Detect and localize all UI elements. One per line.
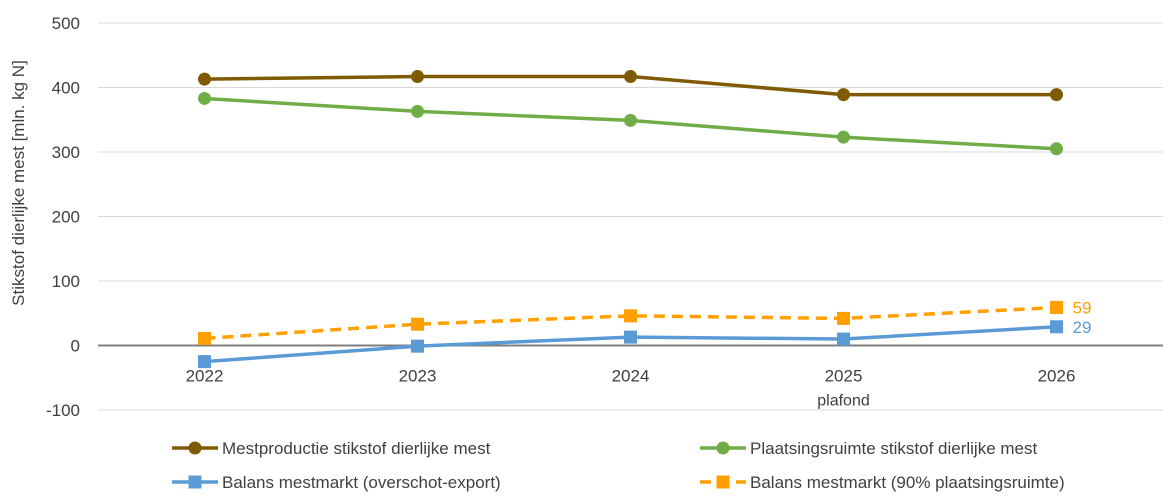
data-label: 29 bbox=[1073, 318, 1092, 337]
legend-item: Balans mestmarkt (overschot-export) bbox=[172, 473, 501, 492]
series-0 bbox=[198, 70, 1063, 102]
x-tick-label: 2023 bbox=[399, 367, 437, 386]
series-line bbox=[204, 305, 1057, 341]
y-tick-label: 100 bbox=[52, 272, 80, 291]
series-2: 29 bbox=[198, 318, 1092, 369]
legend-swatch-marker bbox=[188, 475, 202, 489]
legend-item: Plaatsingsruimte stikstof dierlijke mest bbox=[700, 439, 1037, 458]
data-point bbox=[624, 70, 637, 84]
legend-swatch-marker bbox=[188, 441, 202, 455]
x-tick-label: 2026 bbox=[1038, 367, 1076, 386]
data-point bbox=[411, 317, 424, 331]
data-label: 59 bbox=[1073, 298, 1092, 317]
data-point bbox=[624, 309, 637, 323]
y-tick-label: 300 bbox=[52, 143, 80, 162]
y-tick-label: 400 bbox=[52, 79, 80, 98]
grid-layer bbox=[98, 22, 1163, 411]
data-point bbox=[1050, 88, 1063, 102]
data-point bbox=[1050, 320, 1063, 334]
y-tick-label: 0 bbox=[71, 337, 80, 356]
legend-label: Plaatsingsruimte stikstof dierlijke mest bbox=[750, 439, 1037, 458]
data-point bbox=[624, 330, 637, 344]
data-point bbox=[198, 331, 211, 345]
data-point bbox=[1050, 300, 1063, 314]
legend: Mestproductie stikstof dierlijke mest Pla… bbox=[172, 439, 1065, 492]
legend-swatch-marker bbox=[716, 475, 730, 489]
data-point bbox=[198, 91, 211, 105]
x-tick-label: 2022 bbox=[186, 367, 224, 386]
data-point bbox=[624, 113, 637, 127]
legend-item: Balans mestmarkt (90% plaatsingsruimte) bbox=[700, 473, 1065, 492]
series-1 bbox=[198, 91, 1063, 156]
legend-label: Balans mestmarkt (overschot-export) bbox=[222, 473, 501, 492]
legend-swatch-marker bbox=[716, 441, 730, 455]
legend-label: Mestproductie stikstof dierlijke mest bbox=[222, 439, 491, 458]
data-point bbox=[411, 70, 424, 84]
data-point bbox=[411, 339, 424, 353]
y-tick-label: -100 bbox=[46, 401, 80, 420]
x-tick-label: 2024 bbox=[612, 367, 650, 386]
data-point bbox=[837, 311, 850, 325]
data-point bbox=[837, 130, 850, 144]
axis-layer: -100 0 100 200 300 400 500 2022 2023 2024 2025 plaf… bbox=[46, 14, 1163, 420]
data-point bbox=[837, 332, 850, 346]
data-point bbox=[411, 104, 424, 118]
data-point bbox=[837, 88, 850, 102]
legend-label: Balans mestmarkt (90% plaatsingsruimte) bbox=[750, 473, 1065, 492]
data-point bbox=[1050, 142, 1063, 156]
series-3: 59 bbox=[198, 298, 1092, 345]
data-point bbox=[198, 72, 211, 86]
y-tick-label: 500 bbox=[52, 14, 80, 33]
y-tick-label: 200 bbox=[52, 208, 80, 227]
y-axis-label: Stikstof dierlijke mest [mln. kg N] bbox=[9, 60, 28, 306]
x-tick-label: 2025 bbox=[825, 367, 863, 386]
x-tick-sublabel: plafond bbox=[817, 393, 870, 410]
data-point bbox=[198, 355, 211, 369]
legend-item: Mestproductie stikstof dierlijke mest bbox=[172, 439, 491, 458]
